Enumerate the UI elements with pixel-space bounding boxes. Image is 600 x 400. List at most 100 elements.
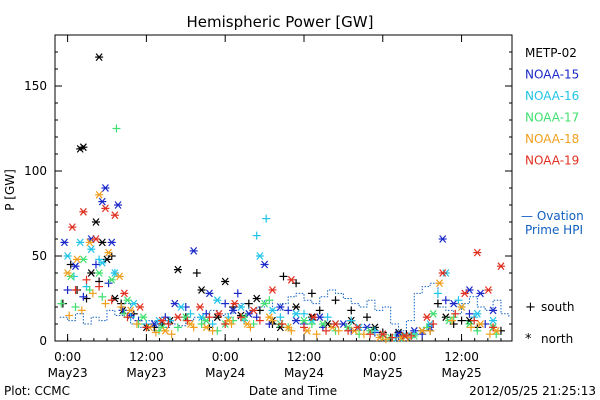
north-data-point: [170, 299, 179, 308]
north-data-point: [68, 223, 77, 231]
north-data-point: [438, 269, 447, 277]
north-data-point: [292, 303, 301, 311]
south-data-point: [112, 124, 121, 133]
north-data-point: [63, 252, 72, 260]
north-data-point: [378, 330, 387, 339]
north-data-point: [268, 306, 277, 315]
south-data-point: [118, 306, 127, 315]
north-data-point: [120, 289, 129, 298]
north-data-point: [299, 316, 308, 325]
south-data-point: [277, 320, 286, 328]
north-data-point: [422, 313, 431, 322]
north-data-point: [460, 289, 469, 298]
south-data-point: [265, 296, 274, 305]
south-data-point: [57, 299, 66, 308]
y-tick-label: 50: [32, 249, 47, 263]
south-data-point: [233, 289, 242, 298]
south-data-point: [287, 326, 296, 335]
south-marker-symbol: +: [525, 300, 536, 315]
south-data-point: [173, 323, 182, 332]
south-data-point: [388, 333, 397, 342]
x-axis-label: Date and Time: [249, 384, 337, 398]
south-data-point: [151, 328, 160, 337]
y-tick-label: 150: [24, 79, 47, 93]
x-tick-label-time: 12:00: [287, 350, 322, 364]
south-data-point: [347, 306, 356, 315]
south-data-point: [451, 309, 460, 318]
south-data-point: [142, 323, 151, 332]
x-tick-label-date: May24: [284, 366, 324, 380]
south-data-point: [244, 299, 253, 308]
north-data-point: [195, 303, 204, 311]
south-data-point: [312, 330, 321, 339]
south-data-point: [299, 323, 308, 332]
north-data-point: [115, 272, 124, 281]
south-data-point: [161, 313, 170, 322]
south-data-point: [489, 323, 498, 332]
north-data-point: [197, 313, 206, 322]
north-data-point: [435, 279, 444, 288]
north-data-point: [150, 320, 159, 328]
south-data-point: [299, 309, 308, 318]
north-data-point: [136, 303, 145, 311]
south-data-point: [331, 296, 340, 305]
x-tick-label-date: May23: [126, 366, 166, 380]
north-data-point: [489, 306, 498, 315]
north-data-point: [249, 306, 258, 315]
south-data-point: [104, 279, 113, 288]
south-data-point: [366, 330, 375, 339]
south-data-point: [467, 323, 476, 332]
north-data-point: [331, 320, 340, 328]
north-data-point: [197, 286, 206, 294]
north-data-point: [71, 262, 80, 271]
south-data-point: [268, 316, 277, 325]
north-data-point: [230, 299, 239, 308]
north-data-point: [101, 184, 110, 192]
north-data-point: [107, 275, 116, 284]
north-data-point: [465, 320, 474, 328]
north-data-point: [213, 296, 222, 305]
north-data-point: [438, 235, 447, 243]
south-data-point: [279, 272, 288, 281]
legend-entry: METP-02: [525, 46, 577, 60]
south-data-point: [167, 330, 176, 339]
south-data-point: [433, 299, 442, 308]
satellite-legend: METP-02 NOAA-15 NOAA-16 NOAA-17 NOAA-18 NOAA-…: [525, 46, 579, 168]
south-data-point: [236, 313, 245, 322]
south-data-point: [132, 320, 141, 328]
north-data-point: [418, 326, 427, 335]
north-data-point: [260, 299, 269, 308]
y-axis-ticks: 0 50 100 150: [24, 51, 512, 348]
south-data-point: [426, 326, 435, 335]
x-tick-label-time: 12:00: [444, 350, 479, 364]
south-data-point: [123, 313, 132, 322]
south-data-point: [465, 309, 474, 318]
south-data-point: [429, 320, 438, 328]
south-data-point: [292, 279, 301, 288]
legend-entry: NOAA-17: [525, 111, 579, 125]
south-data-point: [449, 313, 458, 322]
north-data-point: [73, 255, 82, 264]
north-data-point: [63, 269, 72, 277]
south-data-point: [82, 275, 91, 284]
south-data-point: [381, 335, 390, 344]
north-data-point: [139, 313, 148, 322]
south-data-point: [88, 289, 97, 298]
north-data-point: [318, 320, 327, 328]
north-data-point: [243, 320, 252, 328]
north-data-point: [173, 313, 182, 322]
south-data-point: [101, 299, 110, 308]
south-data-point: [95, 282, 104, 291]
north-data-point: [161, 326, 170, 335]
north-data-point: [255, 252, 264, 260]
north-data-point: [85, 238, 94, 247]
north-data-point: [76, 238, 85, 247]
south-data-point: [189, 323, 198, 332]
north-data-point: [476, 289, 485, 298]
north-data-point: [449, 299, 458, 308]
south-data-point: [107, 252, 116, 260]
south-data-point: [252, 231, 261, 240]
north-data-point: [465, 286, 474, 294]
south-data-point: [323, 313, 332, 322]
